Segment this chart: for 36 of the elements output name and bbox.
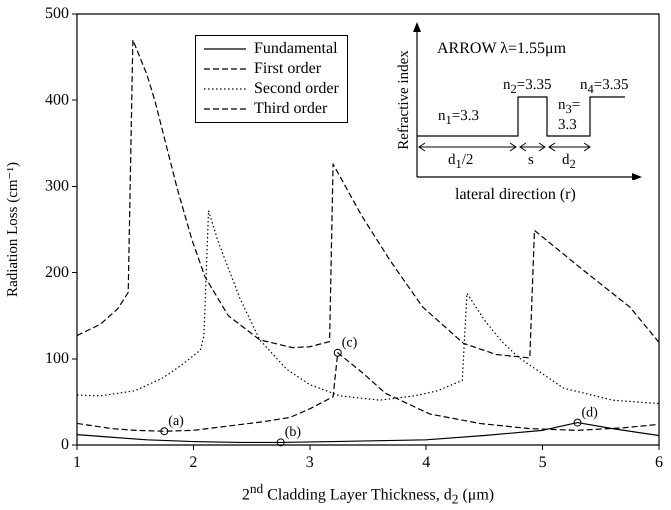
- point: [160, 427, 168, 436]
- point: [334, 348, 342, 357]
- annotation: n$_{2}$=3.35: [503, 77, 552, 97]
- y-tick-label: 400: [45, 91, 69, 108]
- annotation: n$_{1}$=3.3: [438, 108, 479, 128]
- y-tick-label: 100: [45, 350, 69, 368]
- y-tick-label: 200: [45, 264, 69, 281]
- annotation: (c): [342, 335, 358, 350]
- annotation: ARROW λ=1.55μm: [437, 40, 566, 58]
- point: [574, 418, 582, 427]
- x-tick-label: 6: [655, 454, 663, 471]
- legend-label: First order: [254, 59, 322, 79]
- y-tick-label: 0: [61, 436, 69, 454]
- y-tick-label: 500: [45, 5, 69, 22]
- annotation: Refractive index: [396, 50, 412, 150]
- legend-label: Fundamental: [254, 39, 338, 59]
- x-axis-title: 2$^{nd}$ Cladding Layer Thickness, d$_{2}$ (μm): [240, 481, 496, 508]
- annotation: (d): [582, 405, 598, 420]
- annotation: n$_{4}$=3.35: [580, 77, 628, 97]
- annotation: d$_{2}$: [562, 152, 576, 172]
- legend-label: Third order: [254, 99, 328, 119]
- annotation: d$_{1}$/2: [448, 152, 474, 172]
- x-tick-label: 3: [306, 454, 314, 471]
- legend-label: Second order: [254, 79, 339, 99]
- x-tick-label: 5: [538, 454, 547, 471]
- point: [276, 438, 285, 446]
- y-axis-title: Radiation Loss (cm⁻¹): [4, 162, 21, 297]
- y-tick-label: 300: [45, 178, 69, 195]
- annotation: s: [528, 152, 534, 168]
- x-tick-label: 4: [422, 454, 430, 471]
- annotation: n$_{3}$= 3.3: [558, 97, 582, 134]
- annotation: (b): [284, 425, 302, 440]
- annotation: (a): [168, 414, 184, 429]
- annotation: lateral direction (r): [455, 186, 576, 204]
- x-tick-label: 1: [73, 454, 81, 471]
- x-tick-label: 2: [189, 454, 198, 471]
